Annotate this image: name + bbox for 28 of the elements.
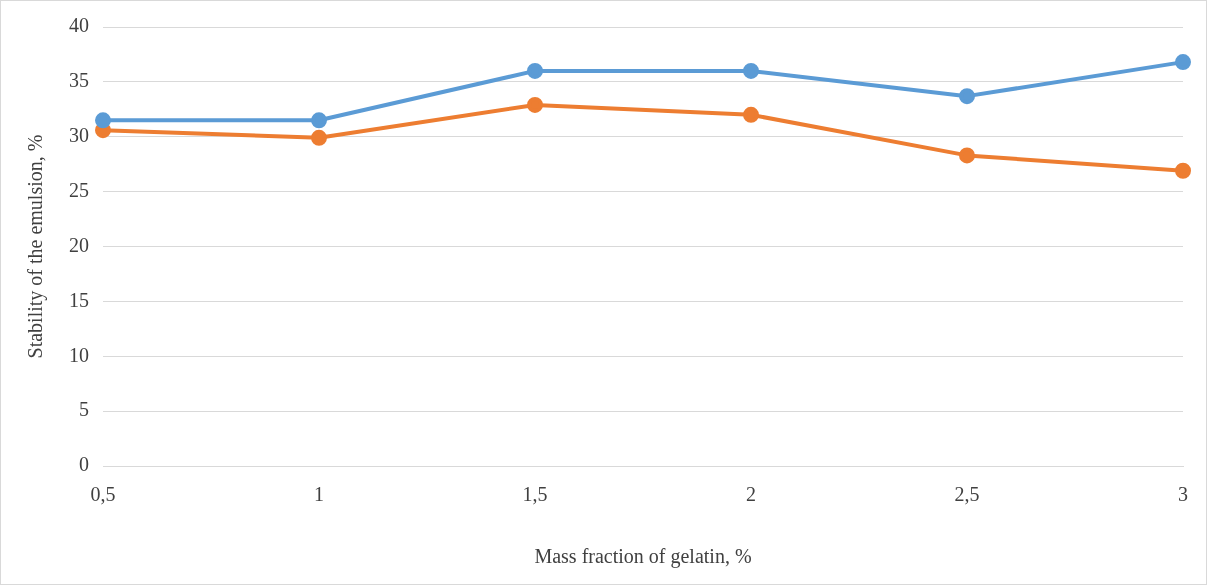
- y-tick-label: 35: [69, 69, 89, 92]
- point: [95, 112, 111, 129]
- x-tick-label: 3: [1178, 483, 1188, 506]
- point: [1175, 162, 1191, 179]
- x-axis-title: Mass fraction of gelatin, %: [534, 545, 752, 569]
- y-tick-label: 0: [79, 453, 89, 476]
- point: [527, 96, 543, 113]
- y-tick-label: 10: [69, 343, 89, 366]
- y-tick-label: 15: [69, 288, 89, 311]
- point: [959, 88, 975, 105]
- y-tick-label: 20: [69, 233, 89, 256]
- point: [743, 106, 759, 123]
- y-tick-label: 25: [69, 178, 89, 201]
- x-tick-label: 1,5: [522, 483, 548, 506]
- point: [1175, 54, 1191, 71]
- x-tick-label: 1: [314, 483, 324, 506]
- x-tick-label: 0,5: [90, 483, 116, 506]
- x-tick-label: 2: [746, 483, 756, 506]
- y-tick-label: 40: [69, 14, 89, 37]
- y-tick-label: 5: [79, 398, 89, 421]
- point: [311, 112, 327, 129]
- point: [743, 62, 759, 79]
- point: [311, 129, 327, 146]
- y-axis-title: Stability of the emulsion, %: [24, 134, 48, 359]
- x-tick-label: 2,5: [954, 483, 980, 506]
- point: [527, 62, 543, 79]
- point: [959, 147, 975, 164]
- y-tick-label: 30: [69, 124, 89, 146]
